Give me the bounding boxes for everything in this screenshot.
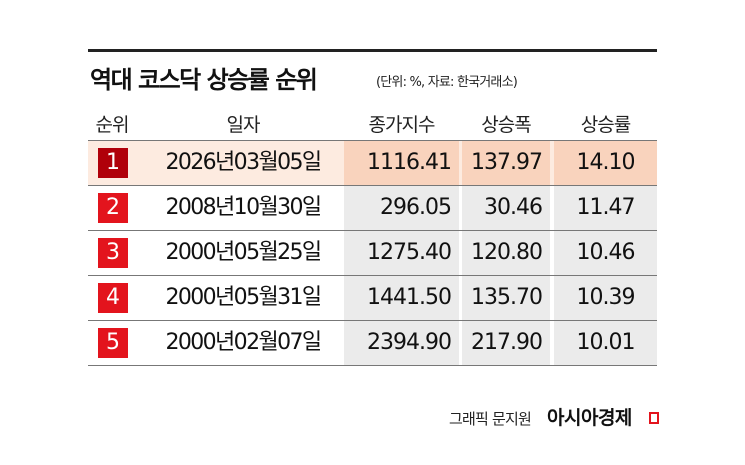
table-row: 5 2000년02월07일 2394.90 217.90 10.01: [88, 320, 657, 366]
header-change: 상승폭: [481, 114, 531, 136]
title: 역대 코스닥 상승률 순위: [90, 66, 318, 94]
header-date: 일자: [226, 114, 261, 136]
change-cell: 30.46: [462, 186, 550, 230]
date-cell: 2000년05월31일: [165, 285, 322, 310]
rank-badge: 1: [98, 148, 128, 178]
rank-badge: 5: [98, 328, 128, 358]
rate-cell: 14.10: [554, 141, 657, 185]
header-close: 종가지수: [368, 114, 436, 136]
change-cell: 135.70: [462, 276, 550, 320]
change-cell: 217.90: [462, 321, 550, 365]
change-cell: 137.97: [462, 141, 550, 185]
table-row: 2 2008년10월30일 296.05 30.46 11.47: [88, 185, 657, 230]
table-row: 3 2000년05월25일 1275.40 120.80 10.46: [88, 230, 657, 275]
table-row: 1 2026년03월05일 1116.41 137.97 14.10: [88, 140, 657, 185]
brand-mark-icon: [649, 412, 659, 424]
brand-logo: 아시아경제: [547, 407, 632, 429]
rate-cell: 10.01: [554, 321, 657, 365]
rank-badge: 4: [98, 283, 128, 313]
rate-cell: 10.39: [554, 276, 657, 320]
header-rank: 순위: [95, 114, 130, 136]
table-row: 4 2000년05월31일 1441.50 135.70 10.39: [88, 275, 657, 320]
close-cell: 1116.41: [344, 141, 459, 185]
rank-badge: 2: [98, 193, 128, 223]
date-cell: 2026년03월05일: [165, 150, 322, 175]
change-cell: 120.80: [462, 231, 550, 275]
close-cell: 296.05: [344, 186, 459, 230]
close-cell: 1441.50: [344, 276, 459, 320]
rate-cell: 11.47: [554, 186, 657, 230]
date-cell: 2008년10월30일: [165, 195, 322, 220]
ranking-table: 1 2026년03월05일 1116.41 137.97 14.10 2 200…: [88, 140, 657, 366]
close-cell: 1275.40: [344, 231, 459, 275]
rank-badge: 3: [98, 238, 128, 268]
close-cell: 2394.90: [344, 321, 459, 365]
top-rule: [88, 49, 657, 52]
header-rate: 상승률: [580, 114, 631, 136]
rate-cell: 10.46: [554, 231, 657, 275]
subtitle: (단위: %, 자료: 한국거래소): [376, 75, 518, 90]
graphic-credit: 그래픽 문지원: [449, 410, 532, 428]
date-cell: 2000년02월07일: [165, 330, 322, 355]
date-cell: 2000년05월25일: [165, 240, 322, 265]
